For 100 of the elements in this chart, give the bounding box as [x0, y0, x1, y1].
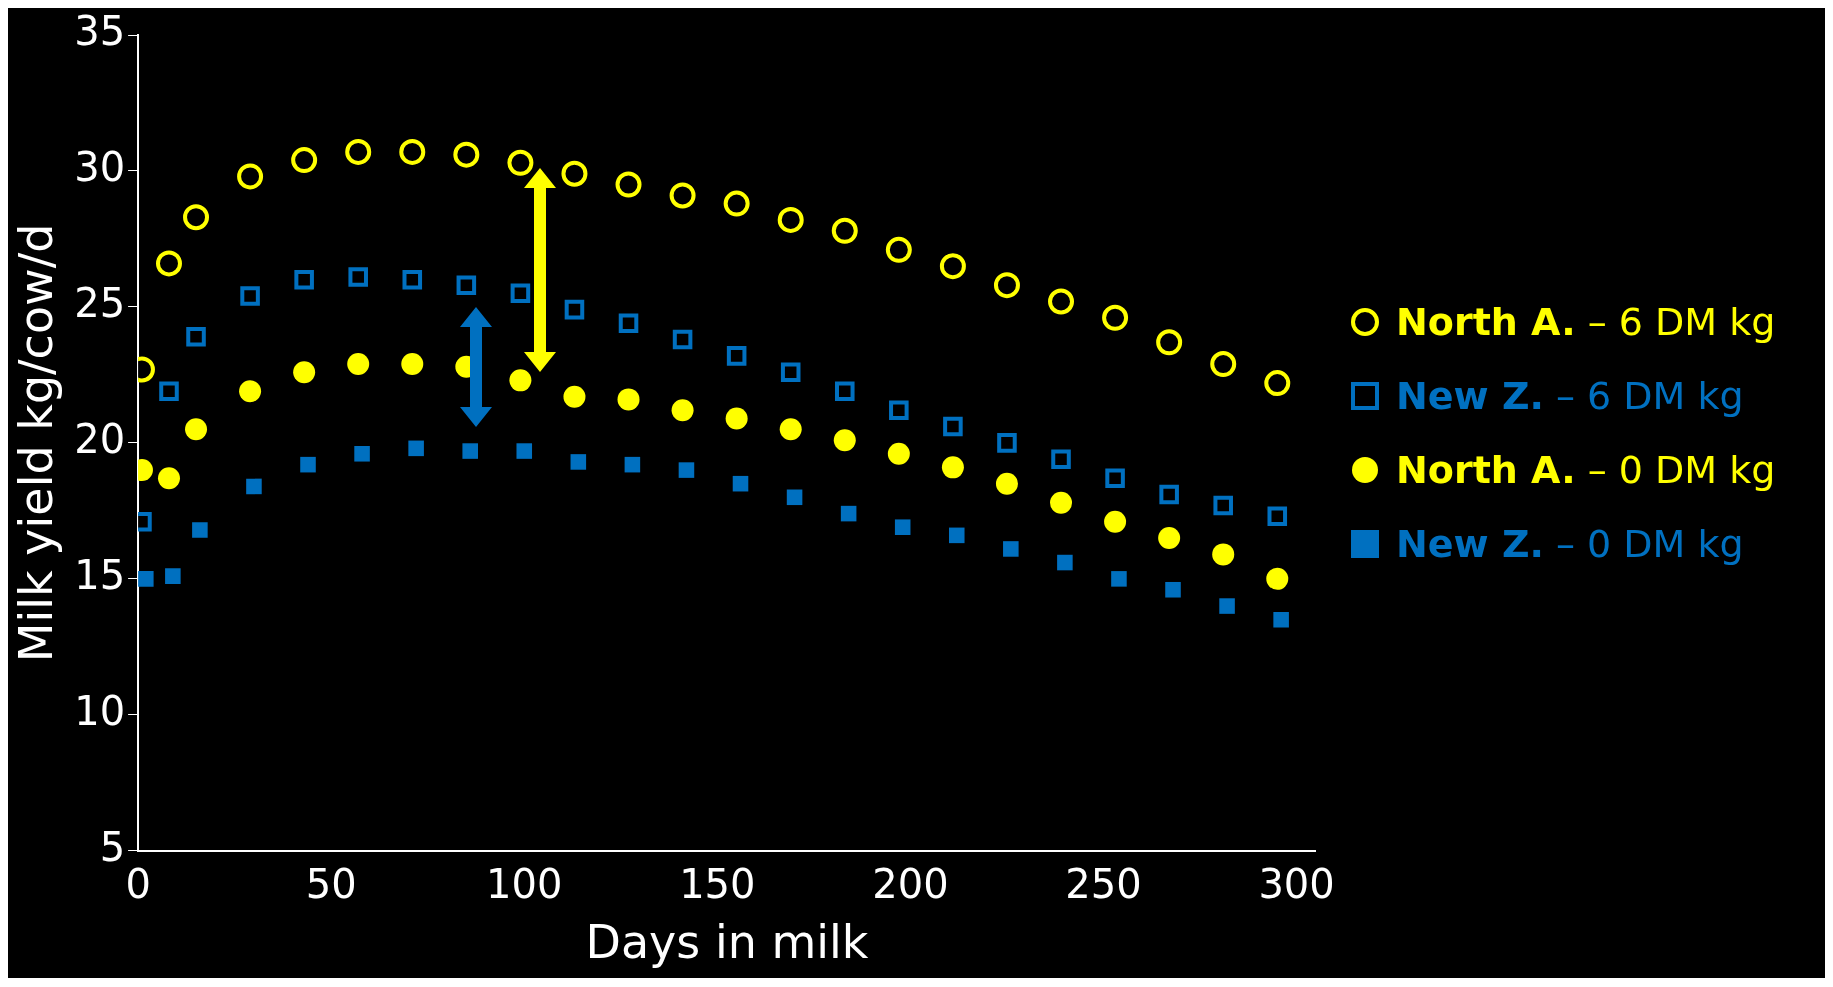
point [889, 400, 909, 421]
point [347, 353, 370, 376]
point [1264, 370, 1291, 397]
point [993, 272, 1020, 299]
point [345, 138, 372, 165]
point [997, 433, 1017, 453]
y-tick-label: 25 [74, 280, 126, 327]
x-tick-label: 150 [679, 861, 756, 908]
point [786, 489, 803, 506]
point [453, 141, 480, 168]
point [726, 346, 747, 366]
point [1266, 567, 1289, 590]
x-tick-label: 250 [1065, 861, 1142, 908]
point [732, 475, 749, 492]
point [237, 163, 264, 190]
y-tick-label: 20 [74, 416, 126, 463]
point [293, 361, 316, 384]
point [943, 416, 963, 437]
point [1267, 506, 1288, 527]
point [564, 299, 585, 320]
point [678, 462, 695, 478]
x-tick-label: 300 [1258, 861, 1335, 908]
point [840, 505, 857, 522]
point [300, 456, 316, 473]
point [240, 286, 260, 306]
point [1051, 449, 1071, 469]
x-axis-title: Days in milk [585, 915, 869, 970]
point [507, 149, 534, 176]
point [246, 478, 262, 495]
point [1111, 571, 1127, 587]
point [1213, 495, 1233, 516]
point [779, 418, 802, 441]
point [615, 171, 642, 198]
point [516, 443, 533, 459]
point [1159, 484, 1179, 505]
point [570, 454, 587, 470]
point [157, 467, 180, 490]
point [941, 456, 964, 479]
point [1219, 598, 1235, 614]
point [777, 206, 804, 233]
point [1105, 468, 1125, 489]
y-tick-label: 10 [74, 688, 126, 735]
point [165, 568, 181, 584]
point [456, 275, 477, 295]
point [159, 381, 179, 402]
y-tick-label: 15 [74, 552, 126, 599]
x-tick-label: 100 [486, 861, 563, 908]
point [672, 329, 693, 350]
point [887, 442, 910, 465]
point [833, 429, 856, 452]
point [291, 147, 318, 174]
x-tick-label: 200 [872, 861, 949, 908]
point [1212, 543, 1235, 566]
point [138, 571, 154, 587]
point [780, 362, 801, 382]
point [995, 472, 1018, 495]
point [617, 388, 640, 411]
point [618, 313, 639, 334]
point [624, 456, 641, 473]
y-axis-title: Milk yield kg/cow/d [8, 223, 63, 663]
point [186, 327, 206, 347]
y-tick-label: 30 [74, 144, 126, 191]
point [834, 381, 855, 402]
x-tick-label: 50 [305, 861, 357, 908]
point [1104, 510, 1127, 533]
point [1158, 527, 1181, 550]
point [401, 353, 424, 376]
point [669, 182, 696, 209]
y-tick-label: 5 [99, 824, 126, 871]
point [1003, 541, 1019, 557]
y-tick-label: 35 [74, 8, 126, 55]
point [462, 443, 478, 459]
x-tick-label: 0 [125, 861, 151, 908]
point [1102, 304, 1129, 331]
point [1057, 554, 1073, 571]
point [239, 380, 262, 403]
point [510, 283, 531, 304]
point [1165, 581, 1181, 598]
legend-label: New Z. – 6 DM kg [1396, 374, 1744, 418]
point [725, 407, 748, 430]
point [402, 269, 423, 290]
point [192, 522, 208, 538]
legend-label: North A. – 6 DM kg [1396, 300, 1776, 344]
point [561, 160, 588, 187]
legend-label: North A. – 0 DM kg [1396, 448, 1776, 492]
point [399, 138, 426, 165]
point [348, 267, 368, 287]
point [509, 369, 532, 392]
point [948, 527, 965, 544]
point [1050, 491, 1073, 514]
point [563, 385, 586, 408]
point [831, 217, 858, 244]
point [185, 418, 208, 441]
point [1273, 611, 1289, 628]
point [671, 399, 694, 422]
point [723, 190, 750, 217]
legend-label: New Z. – 0 DM kg [1396, 522, 1744, 566]
point [354, 446, 370, 462]
point [408, 440, 424, 457]
point [155, 250, 182, 277]
